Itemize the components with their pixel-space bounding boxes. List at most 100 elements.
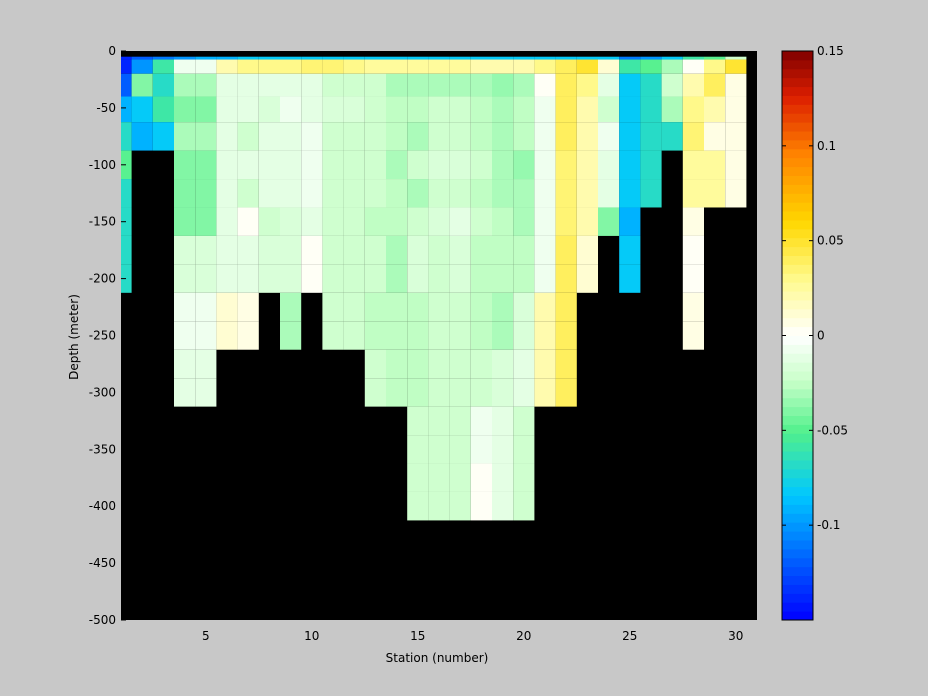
colorbar-swatch — [782, 424, 813, 434]
x-tick-label: 10 — [304, 629, 319, 643]
heatmap-cell — [322, 122, 344, 151]
colorbar-swatch — [782, 397, 813, 408]
heatmap-cell — [174, 179, 196, 208]
heatmap-cell — [555, 292, 577, 322]
heatmap-cell — [280, 59, 302, 74]
heatmap-cell — [121, 96, 132, 123]
heatmap-cell — [428, 406, 450, 436]
heatmap-cell — [386, 349, 408, 379]
heatmap-cell — [280, 264, 302, 293]
heatmap-cell — [449, 235, 471, 265]
heatmap-cell — [598, 122, 620, 151]
colorbar-swatch — [782, 139, 813, 150]
heatmap-cell — [682, 235, 704, 265]
heatmap-cell — [322, 292, 344, 322]
heatmap-cell — [407, 235, 429, 265]
heatmap-cell — [682, 264, 704, 293]
heatmap-cell — [195, 73, 217, 97]
heatmap-cell — [343, 59, 365, 74]
heatmap-cell — [428, 96, 450, 123]
heatmap-cell — [216, 150, 238, 180]
heatmap-cell — [322, 321, 344, 350]
heatmap-cell — [513, 378, 535, 407]
heatmap-cell — [237, 264, 259, 293]
y-tick-label: -350 — [89, 442, 116, 456]
heatmap-cell — [513, 349, 535, 379]
heatmap-cell — [513, 207, 535, 236]
heatmap-cell — [725, 122, 747, 151]
heatmap-cell — [386, 179, 408, 208]
heatmap-cell — [322, 59, 344, 74]
heatmap-cell — [428, 321, 450, 350]
heatmap-cell — [449, 73, 471, 97]
heatmap-cell — [121, 264, 132, 293]
heatmap-cell — [640, 179, 662, 208]
heatmap-cell — [492, 321, 514, 350]
heatmap-cell — [121, 150, 132, 180]
heatmap-cell — [322, 73, 344, 97]
colorbar-tick-label: -0.05 — [817, 423, 848, 437]
heatmap-cell — [534, 321, 556, 350]
colorbar-swatch — [782, 468, 813, 479]
heatmap-cell — [555, 321, 577, 350]
heatmap-cell — [364, 122, 386, 151]
heatmap-cell — [704, 179, 726, 208]
heatmap-cell — [258, 150, 280, 180]
heatmap-cell — [725, 59, 747, 74]
heatmap-cell — [237, 235, 259, 265]
colorbar-swatch — [782, 379, 813, 390]
heatmap-cell — [619, 73, 641, 97]
colorbar-swatch — [782, 451, 813, 461]
heatmap-cell — [343, 179, 365, 208]
heatmap-cell — [534, 122, 556, 151]
heatmap-cell — [534, 73, 556, 97]
heatmap-cell — [470, 122, 492, 151]
heatmap-cell — [576, 59, 598, 74]
heatmap-cell — [386, 122, 408, 151]
heatmap-cell — [364, 378, 386, 407]
colorbar-swatch — [782, 59, 813, 70]
heatmap-cell — [258, 96, 280, 123]
heatmap-cell — [301, 96, 323, 123]
heatmap-cell — [576, 264, 598, 293]
heatmap-cell — [661, 73, 683, 97]
heatmap-cell — [725, 73, 747, 97]
heatmap-cell — [428, 122, 450, 151]
heatmap-cell — [280, 73, 302, 97]
heatmap-cell — [428, 179, 450, 208]
heatmap-cell — [470, 59, 492, 74]
colorbar-tick-label: 0 — [817, 329, 825, 343]
heatmap-cell — [492, 435, 514, 464]
colorbar-swatch — [782, 353, 813, 363]
heatmap-cell — [343, 73, 365, 97]
colorbar-tick-label: 0.05 — [817, 234, 844, 248]
colorbar-swatch — [782, 504, 813, 514]
heatmap-cell — [407, 435, 429, 464]
heatmap-cell — [640, 59, 662, 74]
heatmap-cell — [216, 73, 238, 97]
heatmap-cell — [470, 491, 492, 521]
heatmap-cell — [555, 122, 577, 151]
y-tick-label: 0 — [108, 44, 116, 58]
heatmap-cell — [513, 96, 535, 123]
heatmap-cell — [513, 122, 535, 151]
heatmap-cell — [364, 321, 386, 350]
colorbar-swatch — [782, 566, 813, 577]
heatmap-cell — [428, 378, 450, 407]
colorbar-swatch — [782, 51, 813, 61]
heatmap-cell — [407, 292, 429, 322]
heatmap-cell — [661, 96, 683, 123]
colorbar-swatch — [782, 148, 813, 159]
heatmap-cell — [131, 59, 153, 74]
colorbar-swatch — [782, 495, 813, 505]
heatmap-cell — [121, 207, 132, 236]
heatmap-cell — [386, 235, 408, 265]
heatmap-cell — [513, 59, 535, 74]
heatmap-cell — [216, 235, 238, 265]
heatmap-cell — [428, 150, 450, 180]
heatmap-cell — [598, 207, 620, 236]
colorbar-swatch — [782, 131, 813, 141]
heatmap-cell — [598, 150, 620, 180]
heatmap-cell — [152, 122, 174, 151]
heatmap-cell — [470, 179, 492, 208]
